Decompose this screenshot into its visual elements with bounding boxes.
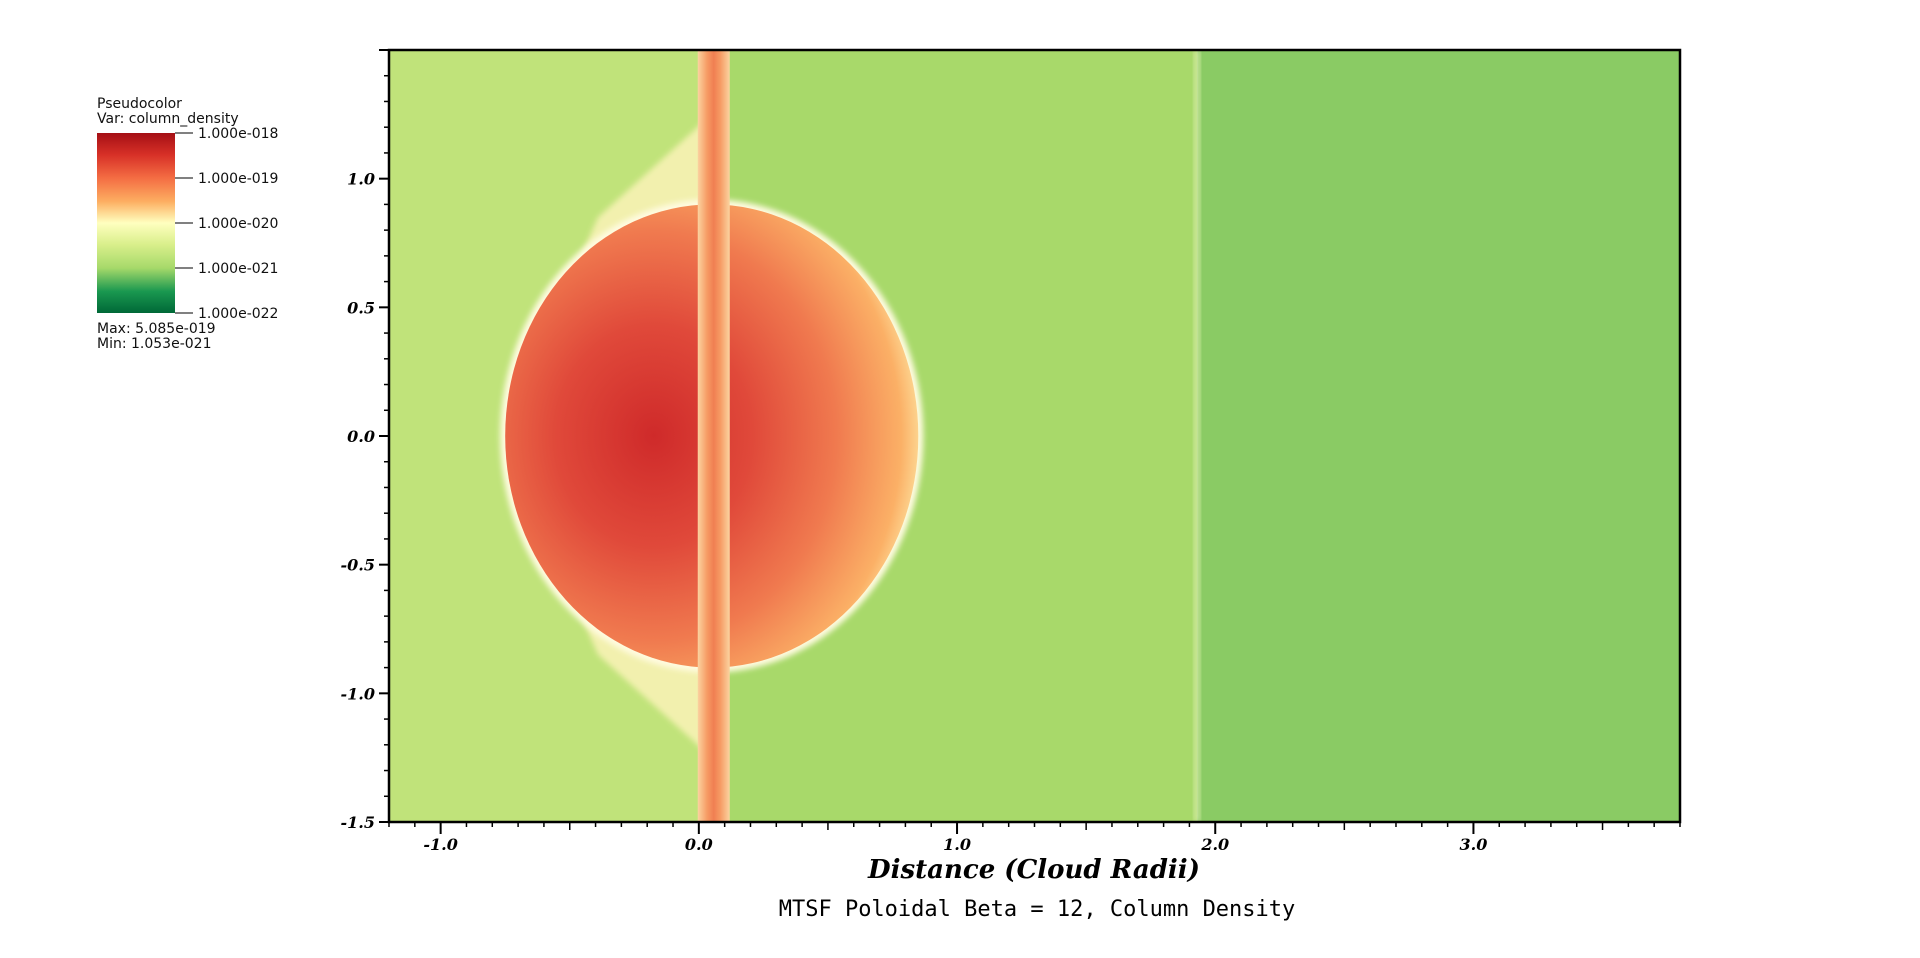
colorbar-ticks: 1.000e-018 1.000e-019 1.000e-020 1.000e-021… — [175, 126, 278, 322]
y-tick-label: -1.0 — [341, 684, 375, 703]
y-tick-label: -1.5 — [341, 813, 375, 832]
y-tick-label: -0.5 — [341, 556, 375, 575]
colorbar-level-label: 1.000e-022 — [198, 306, 278, 322]
x-tick-label: 3.0 — [1460, 835, 1488, 854]
y-axis: -1.5 -1.0 -0.5 0.0 0.5 1.0 — [341, 49, 389, 832]
background-right-region — [1197, 50, 1680, 822]
colorbar-level-label: 1.000e-020 — [198, 216, 278, 232]
x-tick-label: 0.0 — [685, 835, 713, 854]
y-tick-label: 0.0 — [347, 427, 375, 446]
x-axis: -1.0 0.0 1.0 2.0 3.0 — [388, 822, 1681, 854]
colorbar-level-label: 1.000e-021 — [198, 261, 278, 277]
y-tick-label: 1.0 — [347, 170, 375, 189]
shock-front — [1194, 50, 1201, 822]
colorbar-legend: Pseudocolor Var: column_density 1.000e-0… — [97, 96, 278, 352]
x-axis-label: Distance (Cloud Radii) — [867, 855, 1200, 885]
legend-type-label: Pseudocolor — [97, 96, 182, 112]
x-tick-label: 1.0 — [943, 835, 971, 854]
legend-var-label: Var: column_density — [97, 111, 239, 127]
heatmap-field — [389, 50, 1680, 822]
chart-title: MTSF Poloidal Beta = 12, Column Density — [779, 897, 1296, 922]
colorbar — [97, 133, 175, 313]
polar-jet — [697, 50, 730, 822]
y-tick-label: 0.5 — [347, 298, 375, 317]
colorbar-level-label: 1.000e-019 — [198, 171, 278, 187]
x-tick-label: 2.0 — [1200, 835, 1229, 854]
colorbar-level-label: 1.000e-018 — [198, 126, 278, 142]
legend-max-label: Max: 5.085e-019 — [97, 321, 216, 337]
x-tick-label: -1.0 — [423, 835, 457, 854]
legend-min-label: Min: 1.053e-021 — [97, 336, 211, 352]
